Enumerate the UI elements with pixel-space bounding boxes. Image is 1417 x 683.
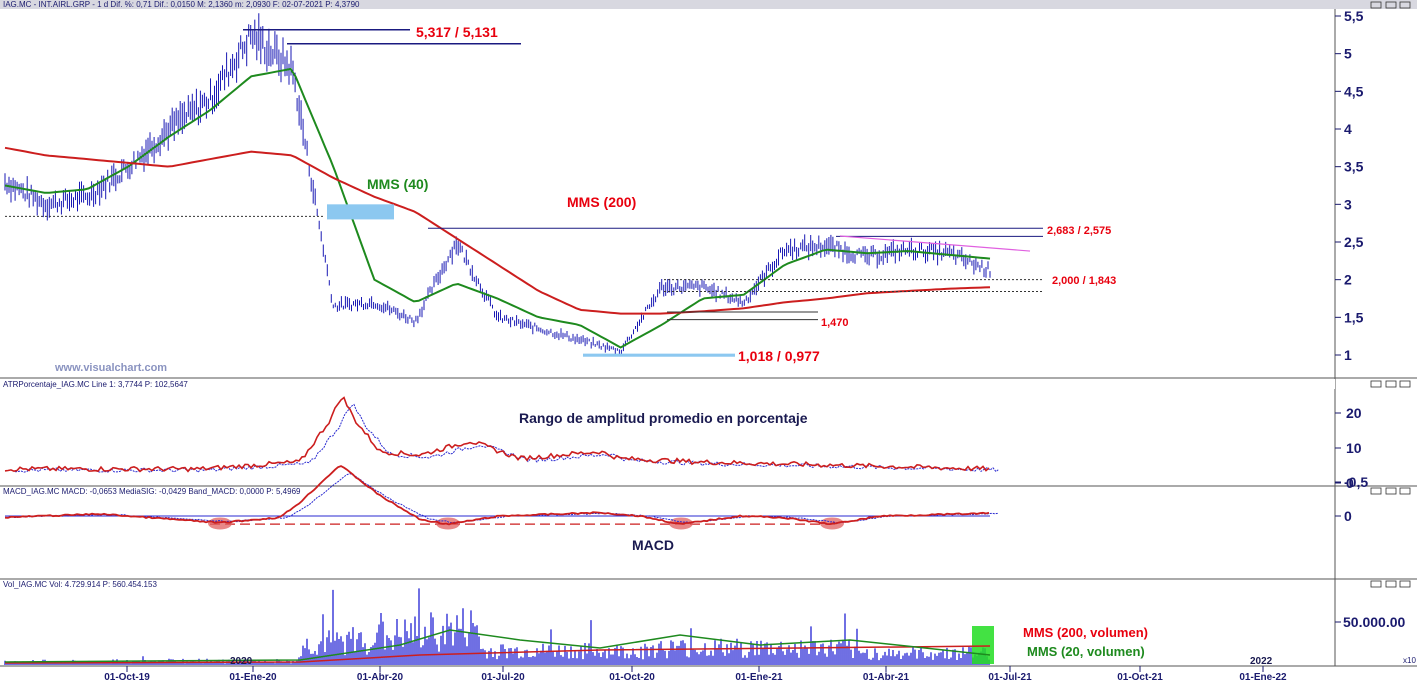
date-tick-label: 01-Jul-20 (481, 672, 525, 683)
annotation-high: 5,317 / 5,131 (416, 24, 498, 40)
atr-header-bar (0, 379, 1335, 389)
date-tick-label: 01-Oct-19 (104, 672, 150, 683)
date-tick-label: 01-Ene-22 (1239, 672, 1287, 683)
macd-tick-label: 0 (1344, 508, 1352, 524)
volume-ma200-line (4, 645, 991, 664)
volume-legend-ma20: MMS (20, volumen) (1027, 644, 1145, 659)
atr-tick-label: 20 (1346, 405, 1362, 421)
price-panel-controls[interactable] (1370, 1, 1411, 9)
price-tick-label: 4 (1344, 121, 1352, 137)
atr-header-text: ATRPorcentaje_IAG.MC Line 1: 3,7744 P: 1… (3, 380, 188, 389)
volume-scale-label: x10 (1403, 656, 1416, 665)
annotation-mid: 1,470 (821, 317, 849, 329)
volume-ma20-line (4, 629, 991, 663)
volume-panel-controls[interactable] (1370, 580, 1411, 588)
trend-line (839, 235, 1031, 252)
annotation-low: 1,018 / 0,977 (738, 348, 820, 364)
volume-legend-ma200: MMS (200, volumen) (1023, 625, 1148, 640)
price-moving-averages (4, 67, 991, 349)
volume-indicator: 50.000.00 (4, 588, 1405, 665)
price-tick-label: 2,5 (1344, 234, 1364, 250)
price-tick-label: 2 (1344, 272, 1352, 288)
atr-line (4, 396, 990, 473)
macd-title: MACD (632, 537, 674, 553)
label-mms40: MMS (40) (367, 176, 428, 192)
line-mms40 (4, 67, 991, 349)
macd-header-text: MACD_IAG.MC MACD: -0,0653 MediaSIG: -0,0… (3, 487, 301, 496)
macd-panel-controls[interactable] (1370, 487, 1411, 495)
price-tick-label: 1 (1344, 347, 1352, 363)
macd-line (4, 465, 990, 526)
atr-tick-label: 10 (1346, 440, 1362, 456)
price-header-bar (0, 0, 1417, 9)
line-mms200 (4, 146, 991, 315)
price-bar-series (4, 13, 991, 356)
annotation-resistance: 2,683 / 2,575 (1047, 225, 1111, 237)
date-tick-label: 01-Abr-20 (357, 672, 404, 683)
atr-panel-controls[interactable] (1370, 380, 1411, 388)
atr-title: Rango de amplitud promedio en porcentaje (519, 410, 808, 426)
date-tick-label: 01-Ene-20 (229, 672, 277, 683)
volume-tick-label: 50.000.00 (1343, 614, 1405, 630)
date-tick-label: 01-Oct-21 (1117, 672, 1163, 683)
price-tick-label: 3 (1344, 196, 1352, 212)
date-tick-label: 01-Oct-20 (609, 672, 655, 683)
year-marker-2022: 2022 (1250, 656, 1273, 667)
price-tick-label: 5,5 (1344, 8, 1364, 24)
macd-peak-marker (208, 517, 232, 530)
atr-indicator: 20 10 0 (4, 396, 1362, 491)
price-bars (4, 13, 991, 356)
date-tick-label: 01-Jul-21 (988, 672, 1032, 683)
price-tick-label: 5 (1344, 46, 1352, 62)
price-tick-label: 4,5 (1344, 83, 1364, 99)
date-axis: 01-Oct-19 01-Ene-20 01-Abr-20 01-Jul-20 01-O… (104, 666, 1287, 683)
price-tick-label: 3,5 (1344, 159, 1364, 175)
volume-header-text: Vol_IAG.MC Vol: 4.729.914 P: 560.454.153 (3, 580, 157, 589)
price-header-text: IAG.MC - INT.AIRL.GRP - 1 d Dif. %: 0,71… (3, 0, 360, 9)
atr-signal-line (14, 403, 1000, 474)
price-axis: 5,5 5 4,5 4 3,5 3 2,5 2 1,5 1 (1335, 8, 1364, 363)
gap-highlight (327, 204, 394, 220)
macd-tick-label: -0,5 (1344, 474, 1368, 490)
price-levels (5, 29, 1043, 357)
year-marker-2020: 2020 (230, 656, 253, 667)
label-mms200: MMS (200) (567, 194, 636, 210)
annotation-support: 2,000 / 1,843 (1052, 275, 1116, 287)
low-highlight (583, 353, 735, 357)
atr-tick-label: 0 (1346, 475, 1354, 491)
volume-highlight (972, 626, 994, 664)
price-tick-label: 1,5 (1344, 309, 1364, 325)
date-tick-label: 01-Ene-21 (735, 672, 783, 683)
macd-indicator: 0-0,5 (4, 465, 1368, 530)
date-tick-label: 01-Abr-21 (863, 672, 910, 683)
watermark: www.visualchart.com (54, 362, 167, 374)
